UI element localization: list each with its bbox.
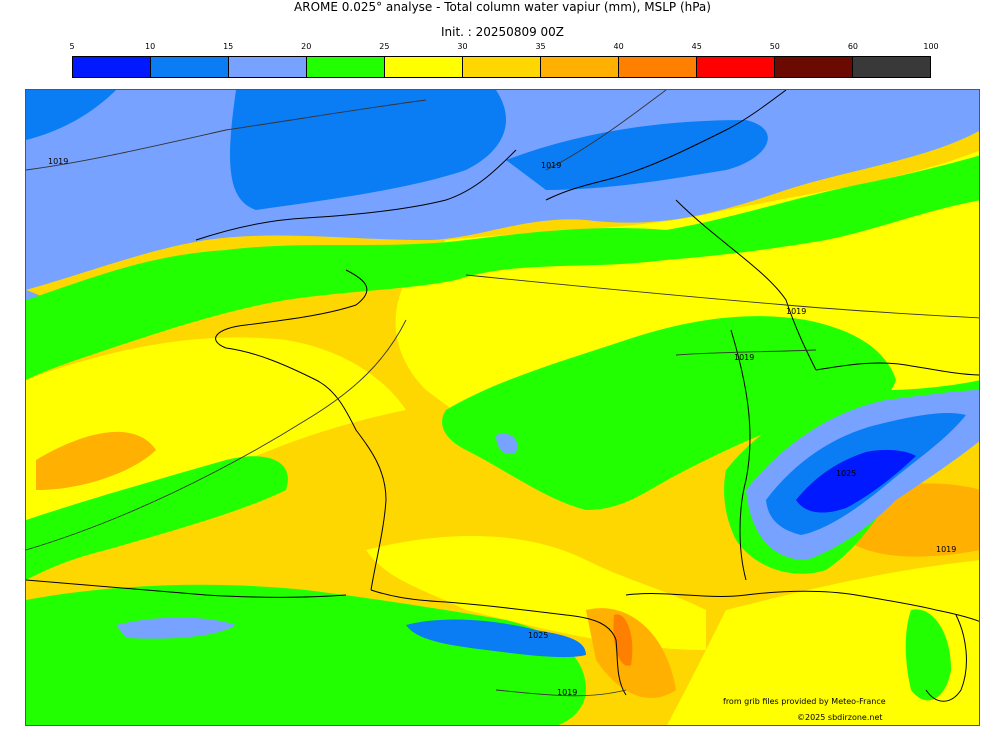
field-paleblue-pyrenees-w bbox=[116, 617, 236, 639]
field-blue-england bbox=[230, 90, 507, 210]
colorbar-segment bbox=[541, 57, 619, 77]
data-credit: from grib files provided by Meteo-France bbox=[723, 697, 886, 706]
isobars bbox=[26, 90, 979, 697]
colorbar-segment bbox=[229, 57, 307, 77]
colorbar-tick: 50 bbox=[769, 42, 780, 51]
colorbar-segment bbox=[697, 57, 775, 77]
isobar-label: 1025 bbox=[836, 469, 856, 478]
field-blue-channel bbox=[506, 120, 768, 190]
colorbar-segment bbox=[73, 57, 151, 77]
colorbar-tick: 60 bbox=[847, 42, 858, 51]
colorbar-tick: 25 bbox=[379, 42, 390, 51]
isobar-label: 1019 bbox=[786, 307, 806, 316]
field-blue-pyrenees bbox=[406, 619, 586, 658]
isobar-label: 1019 bbox=[48, 157, 68, 166]
colorbar-tick: 40 bbox=[613, 42, 624, 51]
field-paleblue-massif bbox=[496, 433, 518, 455]
field-blue-northwest bbox=[26, 90, 116, 140]
coastlines bbox=[26, 90, 979, 702]
colorbar-segment bbox=[307, 57, 385, 77]
colorbar-tick: 15 bbox=[223, 42, 234, 51]
colorbar-tick: 20 bbox=[301, 42, 312, 51]
colorbar-tick: 35 bbox=[535, 42, 546, 51]
colorbar-segment bbox=[463, 57, 541, 77]
init-time: Init. : 20250809 00Z bbox=[440, 25, 565, 39]
colorbar-segment bbox=[619, 57, 697, 77]
water-vapour-field: 1019 1019 1019 1019 1025 1019 1025 1019 bbox=[26, 90, 979, 725]
field-green-north bbox=[26, 155, 979, 380]
field-green-central bbox=[442, 316, 896, 510]
field-darkblue-alps bbox=[796, 449, 916, 513]
field-yellow-sea bbox=[667, 560, 979, 725]
isobar-label: 1019 bbox=[936, 545, 956, 554]
map-title: AROME 0.025° analyse - Total column wate… bbox=[294, 0, 711, 14]
colorbar-tick: 30 bbox=[457, 42, 468, 51]
colorbar-tick: 10 bbox=[144, 42, 156, 51]
field-yellow-west bbox=[26, 337, 406, 530]
colorbar-tick: 100 bbox=[923, 42, 939, 51]
colorbar-segment bbox=[385, 57, 463, 77]
isobar-label: 1019 bbox=[557, 688, 577, 697]
field-darkorange-lion bbox=[613, 614, 633, 666]
colorbar bbox=[72, 56, 931, 78]
isobar-labels: 1019 1019 1019 1019 1025 1019 1025 1019 bbox=[48, 157, 956, 697]
colorbar-segment bbox=[775, 57, 853, 77]
isobar-label: 1025 bbox=[528, 631, 548, 640]
field-green-southwest bbox=[26, 456, 288, 580]
copyright-credit: ©2025 sbdirzone.net bbox=[797, 713, 883, 722]
colorbar-tick: 5 bbox=[69, 42, 75, 51]
isobar-label: 1019 bbox=[541, 161, 561, 170]
colorbar-segment bbox=[151, 57, 229, 77]
field-green-corsica bbox=[905, 609, 951, 701]
weather-map: 1019 1019 1019 1019 1025 1019 1025 1019 bbox=[25, 89, 980, 726]
colorbar-tick: 45 bbox=[691, 42, 702, 51]
isobar-label: 1019 bbox=[734, 353, 754, 362]
colorbar-segment bbox=[853, 57, 930, 77]
field-orange-biscay bbox=[36, 431, 156, 490]
